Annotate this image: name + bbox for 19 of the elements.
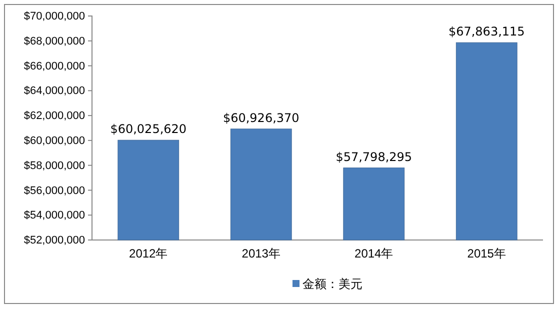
y-tick-label: $68,000,000 xyxy=(24,35,85,48)
x-tick-label: 2014年 xyxy=(354,246,394,261)
x-tick-label: 2013年 xyxy=(242,246,280,261)
data-label: $60,025,620 xyxy=(110,122,187,136)
y-tick-label: $56,000,000 xyxy=(24,184,85,197)
y-tick-label: $58,000,000 xyxy=(24,160,85,172)
y-tick-label: $60,000,000 xyxy=(24,134,85,147)
x-tick-label: 2015年 xyxy=(467,246,506,261)
data-label: $67,863,115 xyxy=(448,24,525,39)
data-label: $57,798,295 xyxy=(336,150,412,164)
y-tick-label: $52,000,000 xyxy=(24,234,85,247)
y-tick-label: $70,000,000 xyxy=(24,10,85,23)
x-tick-label: 2012年 xyxy=(129,246,168,261)
y-tick-label: $62,000,000 xyxy=(24,110,85,122)
y-tick-label: $66,000,000 xyxy=(24,60,85,72)
y-tick-label: $54,000,000 xyxy=(24,210,85,222)
y-tick-label: $64,000,000 xyxy=(24,85,85,98)
data-label: $60,926,370 xyxy=(222,110,300,125)
legend-label: 金额：美元 xyxy=(302,277,362,291)
